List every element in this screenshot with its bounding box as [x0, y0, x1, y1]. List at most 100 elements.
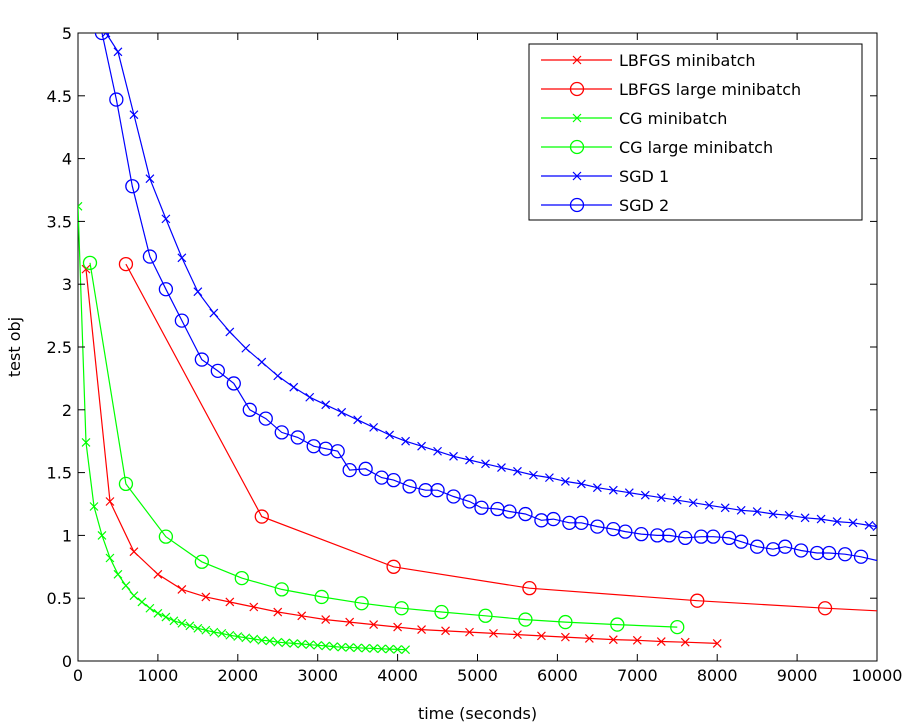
data-point [321, 641, 331, 651]
data-point [345, 617, 355, 627]
data-point [777, 539, 793, 554]
data-point [185, 621, 195, 631]
data-point [337, 642, 347, 652]
data-point [560, 632, 570, 642]
data-point [161, 214, 171, 224]
data-point [446, 489, 461, 504]
data-point [518, 612, 533, 627]
data-point [672, 495, 682, 505]
y-tick-label: 3.5 [47, 212, 72, 231]
legend-item: CG minibatch [541, 109, 727, 128]
data-point [313, 640, 323, 650]
data-point [242, 402, 257, 417]
data-point [768, 509, 778, 519]
data-point [265, 636, 275, 646]
data-point [121, 581, 131, 591]
legend-label: CG minibatch [619, 109, 727, 128]
legend-label: LBFGS minibatch [619, 51, 756, 70]
y-tick-label: 3 [62, 275, 72, 294]
data-point [258, 411, 273, 426]
data-point [650, 528, 665, 543]
data-point [433, 446, 442, 456]
data-point [574, 515, 589, 530]
data-point [462, 494, 477, 509]
data-point [342, 462, 357, 478]
legend-item: SGD 2 [541, 196, 669, 215]
data-point [290, 430, 305, 445]
data-point [544, 473, 554, 483]
data-point [536, 631, 546, 641]
data-point [257, 357, 267, 367]
data-point [81, 264, 91, 274]
data-point [481, 459, 490, 469]
data-point [560, 476, 570, 486]
data-point [217, 628, 227, 638]
data-point [513, 630, 522, 640]
y-tick-label: 2.5 [47, 338, 72, 357]
data-point [734, 534, 749, 549]
data-point [736, 505, 746, 515]
data-point [254, 509, 269, 524]
x-tick-label: 4000 [377, 666, 418, 685]
data-point [393, 645, 403, 654]
data-point [174, 313, 190, 328]
data-point [369, 422, 379, 432]
y-tick-label: 1 [62, 526, 72, 545]
legend-label: SGD 1 [619, 167, 669, 186]
series-cg-large-minibatch [82, 255, 685, 635]
x-tick-label: 10000 [852, 666, 903, 685]
data-point [329, 642, 339, 651]
data-point [273, 607, 283, 617]
data-point [330, 444, 345, 459]
x-tick-label: 7000 [617, 666, 658, 685]
data-point [632, 635, 642, 645]
data-point [345, 643, 355, 652]
data-point [608, 635, 618, 645]
data-point [249, 602, 259, 612]
data-point [837, 547, 853, 562]
y-tick-label: 4.5 [47, 87, 72, 106]
data-point [137, 597, 147, 607]
x-tick-label: 6000 [537, 666, 578, 685]
data-point [624, 488, 634, 498]
y-tick-label: 1.5 [47, 464, 72, 483]
data-point [634, 526, 649, 542]
data-point [465, 455, 474, 465]
data-point [353, 415, 363, 425]
data-point [678, 530, 693, 546]
data-point [750, 539, 765, 554]
data-point [656, 493, 666, 503]
data-point [529, 470, 538, 480]
data-point [401, 645, 411, 655]
data-point [497, 463, 506, 473]
data-point [118, 476, 134, 492]
series-sgd-1 [101, 33, 877, 532]
data-point [281, 638, 291, 648]
y-axis-title: test obj [5, 317, 24, 377]
x-tick-label: 1000 [138, 666, 179, 685]
data-point [249, 634, 259, 644]
data-point [129, 591, 139, 601]
data-point [394, 601, 409, 616]
legend-label: CG large minibatch [619, 138, 773, 157]
data-point [853, 549, 869, 564]
data-point [177, 584, 187, 594]
series-line [125, 263, 877, 612]
data-point [816, 514, 826, 524]
data-point [434, 604, 449, 620]
data-point [821, 545, 837, 561]
data-point [158, 282, 174, 297]
data-point [680, 637, 690, 647]
data-point [241, 343, 251, 353]
data-point [274, 582, 289, 597]
data-point [210, 363, 225, 379]
data-point [793, 543, 809, 558]
x-tick-label: 9000 [777, 666, 818, 685]
data-point [513, 466, 522, 476]
data-point [690, 593, 705, 608]
data-point [105, 497, 115, 506]
data-point [194, 554, 209, 569]
data-point [489, 628, 498, 638]
data-point [848, 518, 858, 528]
